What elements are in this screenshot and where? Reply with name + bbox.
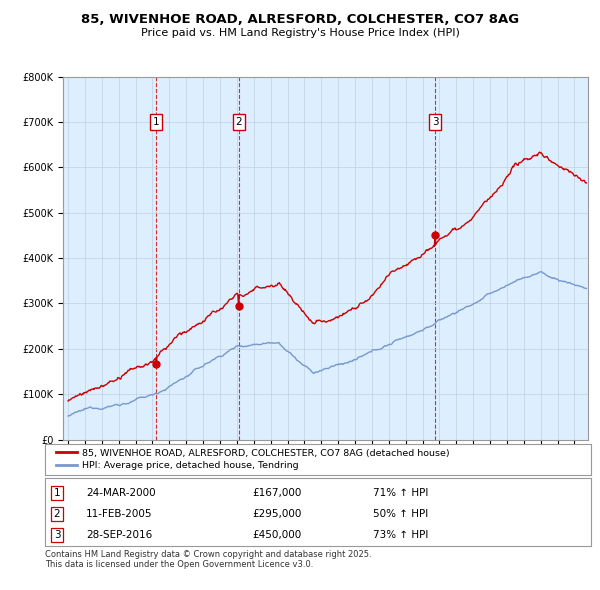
Text: 71% ↑ HPI: 71% ↑ HPI [373,488,428,498]
Text: 2: 2 [236,117,242,127]
Text: £295,000: £295,000 [253,509,302,519]
Text: 73% ↑ HPI: 73% ↑ HPI [373,530,428,540]
Legend: 85, WIVENHOE ROAD, ALRESFORD, COLCHESTER, CO7 8AG (detached house), HPI: Average: 85, WIVENHOE ROAD, ALRESFORD, COLCHESTER… [52,445,453,474]
Text: £167,000: £167,000 [253,488,302,498]
Text: 1: 1 [53,488,61,498]
Text: £450,000: £450,000 [253,530,302,540]
Text: 28-SEP-2016: 28-SEP-2016 [86,530,152,540]
Text: 24-MAR-2000: 24-MAR-2000 [86,488,155,498]
Text: 50% ↑ HPI: 50% ↑ HPI [373,509,428,519]
Text: 1: 1 [153,117,160,127]
Text: 3: 3 [53,530,61,540]
Text: Price paid vs. HM Land Registry's House Price Index (HPI): Price paid vs. HM Land Registry's House … [140,28,460,38]
Text: 11-FEB-2005: 11-FEB-2005 [86,509,152,519]
Text: Contains HM Land Registry data © Crown copyright and database right 2025.
This d: Contains HM Land Registry data © Crown c… [45,550,371,569]
Text: 2: 2 [53,509,61,519]
Text: 85, WIVENHOE ROAD, ALRESFORD, COLCHESTER, CO7 8AG: 85, WIVENHOE ROAD, ALRESFORD, COLCHESTER… [81,13,519,26]
Text: 3: 3 [432,117,439,127]
